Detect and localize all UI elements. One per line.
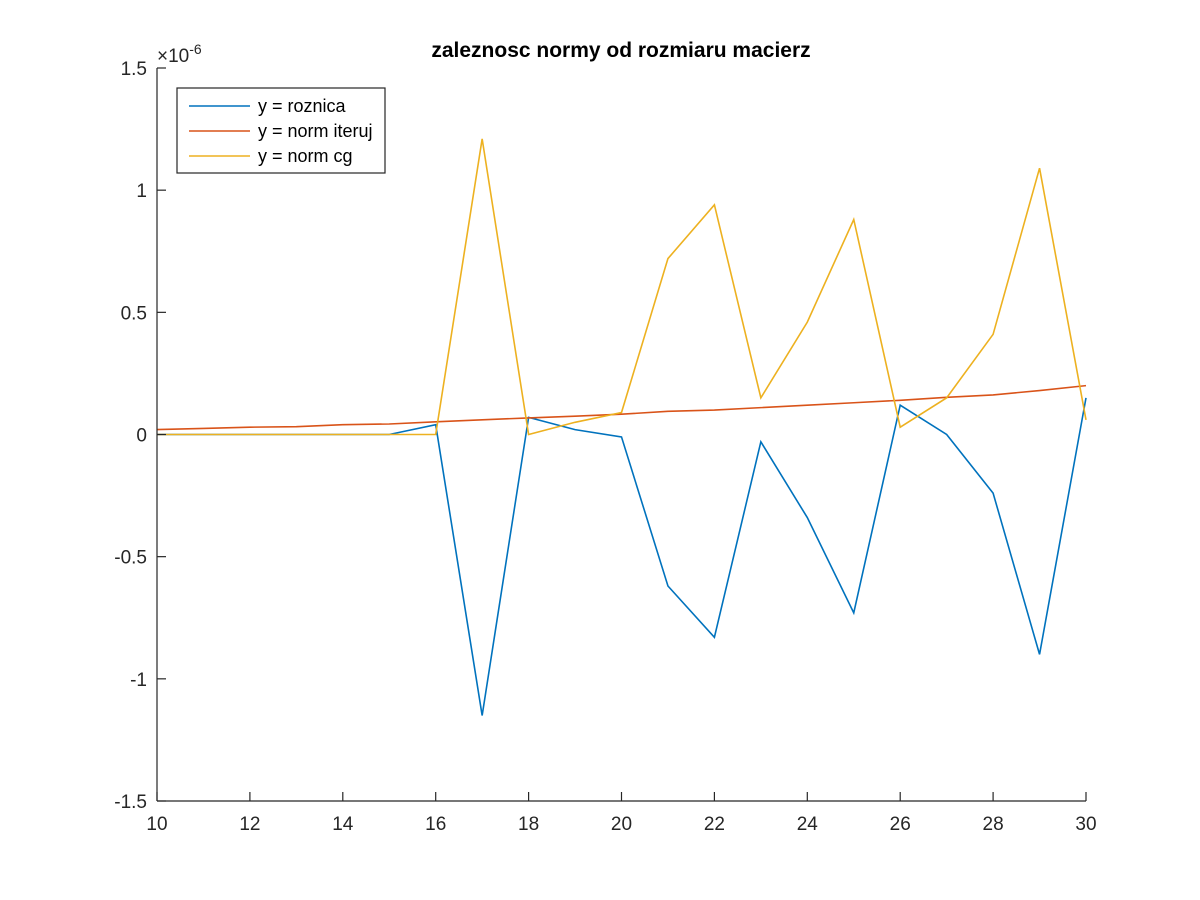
x-tick-label: 28 bbox=[983, 814, 1004, 835]
legend-label-norm-iteruj: y = norm iteruj bbox=[258, 121, 373, 141]
data-point-roznica bbox=[667, 585, 669, 587]
x-tick-label: 18 bbox=[518, 814, 539, 835]
data-point-roznica bbox=[807, 517, 809, 519]
data-point-norm-cg bbox=[621, 412, 623, 414]
y-tick-label: -1.5 bbox=[114, 792, 147, 813]
data-point-roznica bbox=[899, 404, 901, 406]
x-ticks: 10 12 14 16 18 20 22 24 26 28 30 bbox=[146, 792, 1097, 835]
data-point-roznica bbox=[1039, 654, 1041, 656]
y-tick-label: 1 bbox=[136, 181, 147, 202]
y-tick-label: -0.5 bbox=[114, 548, 147, 569]
data-point-norm-iteruj bbox=[807, 404, 809, 406]
data-point-norm-cg bbox=[714, 204, 716, 206]
series-line-norm-cg bbox=[157, 138, 1087, 436]
data-point-norm-cg bbox=[342, 434, 344, 436]
y-tick-label: 1.5 bbox=[121, 59, 147, 80]
data-point-roznica bbox=[574, 429, 576, 431]
y-tick-label: 0.5 bbox=[121, 303, 147, 324]
data-point-norm-cg bbox=[249, 434, 251, 436]
series-layer bbox=[156, 138, 1087, 716]
x-tick-label: 30 bbox=[1075, 814, 1096, 835]
data-point-norm-cg bbox=[667, 258, 669, 260]
data-point-roznica bbox=[621, 436, 623, 438]
data-point-roznica bbox=[481, 715, 483, 717]
data-point-roznica bbox=[1085, 397, 1087, 399]
data-point-norm-iteruj bbox=[342, 424, 344, 426]
y-tick-label: 0 bbox=[136, 426, 147, 447]
data-point-norm-iteruj bbox=[296, 426, 298, 428]
data-point-norm-iteruj bbox=[574, 415, 576, 417]
data-point-norm-cg bbox=[481, 138, 483, 140]
data-point-norm-cg bbox=[1085, 419, 1087, 421]
data-point-roznica bbox=[760, 441, 762, 443]
data-point-norm-cg bbox=[528, 434, 530, 436]
data-point-norm-iteruj bbox=[203, 428, 205, 430]
chart-title: zaleznosc normy od rozmiaru macierz bbox=[431, 39, 810, 62]
y-exponent-label: ×10-6 bbox=[157, 41, 202, 67]
series-line-norm-iteruj bbox=[156, 384, 1087, 431]
data-point-norm-iteruj bbox=[481, 419, 483, 421]
x-tick-label: 20 bbox=[611, 814, 632, 835]
data-point-norm-iteruj bbox=[435, 421, 437, 423]
data-point-norm-iteruj bbox=[853, 402, 855, 404]
data-point-norm-cg bbox=[574, 421, 576, 423]
data-point-norm-iteruj bbox=[667, 410, 669, 412]
data-point-roznica bbox=[992, 492, 994, 494]
data-point-roznica bbox=[435, 424, 437, 426]
data-point-norm-iteruj bbox=[899, 399, 901, 401]
x-tick-label: 12 bbox=[239, 814, 260, 835]
data-point-norm-cg bbox=[807, 321, 809, 323]
data-point-norm-iteruj bbox=[714, 409, 716, 411]
data-point-norm-iteruj bbox=[249, 426, 251, 428]
data-point-norm-cg bbox=[203, 434, 205, 436]
data-point-norm-iteruj bbox=[992, 394, 994, 396]
data-point-norm-iteruj bbox=[621, 413, 623, 415]
y-ticks: -1.5 -1 -0.5 0 0.5 1 1.5 bbox=[114, 59, 166, 813]
x-tick-label: 16 bbox=[425, 814, 446, 835]
data-point-norm-cg bbox=[853, 219, 855, 221]
data-point-norm-cg bbox=[946, 397, 948, 399]
data-point-roznica bbox=[714, 637, 716, 639]
x-tick-label: 10 bbox=[146, 814, 167, 835]
data-point-norm-iteruj bbox=[388, 423, 390, 425]
x-tick-label: 24 bbox=[797, 814, 819, 835]
data-point-norm-cg bbox=[1039, 167, 1041, 169]
data-point-norm-iteruj bbox=[528, 417, 530, 419]
x-tick-label: 26 bbox=[890, 814, 911, 835]
legend: y = roznica y = norm iteruj y = norm cg bbox=[176, 87, 386, 174]
data-point-roznica bbox=[853, 612, 855, 614]
data-point-norm-cg bbox=[296, 434, 298, 436]
legend-label-roznica: y = roznica bbox=[258, 96, 347, 116]
data-point-norm-iteruj bbox=[1039, 390, 1041, 392]
data-point-norm-iteruj bbox=[1085, 385, 1087, 387]
y-exponent-power: -6 bbox=[189, 41, 202, 57]
data-point-norm-cg bbox=[435, 434, 437, 436]
x-tick-label: 22 bbox=[704, 814, 725, 835]
data-point-norm-cg bbox=[760, 397, 762, 399]
data-point-norm-cg bbox=[899, 426, 901, 428]
data-point-norm-cg bbox=[992, 334, 994, 336]
x-tick-label: 14 bbox=[332, 814, 354, 835]
legend-label-norm-cg: y = norm cg bbox=[258, 146, 353, 166]
data-point-roznica bbox=[946, 434, 948, 436]
data-point-norm-cg bbox=[388, 434, 390, 436]
data-point-norm-iteruj bbox=[760, 407, 762, 409]
y-tick-label: -1 bbox=[130, 670, 147, 691]
